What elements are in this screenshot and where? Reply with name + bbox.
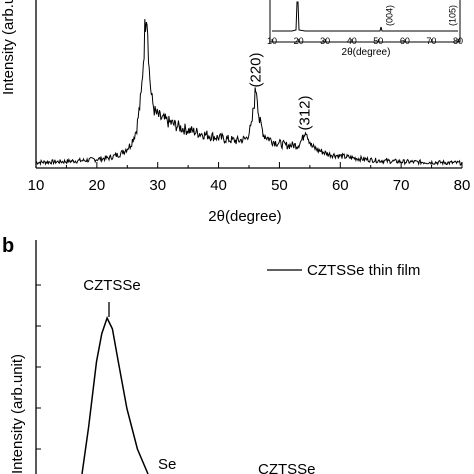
raman-spectrum-line xyxy=(81,316,149,474)
inset: 10 20 30 40 50 60 70 80 2θ(degree) (004) (105) xyxy=(267,0,463,58)
peak-label-czts: CZTSSe xyxy=(83,277,141,294)
x-tick-label-a: 60 xyxy=(332,177,349,194)
inset-peak-label: (004) xyxy=(385,5,395,26)
inset-x-axis-label: 2θ(degree) xyxy=(342,47,391,58)
x-tick-label-a: 50 xyxy=(271,177,288,194)
x-tick-label-a: 20 xyxy=(89,177,106,194)
inset-x-tick-label: 70 xyxy=(426,36,436,46)
x-axis-label-a: 2θ(degree) xyxy=(208,208,281,225)
y-axis-label-b: Intensity (arb.unit) xyxy=(9,354,26,474)
inset-x-tick-label: 10 xyxy=(267,36,277,46)
inset-frame xyxy=(269,0,461,43)
inset-peak-annotations: (004) (105) xyxy=(385,5,458,26)
x-tick-label-a: 40 xyxy=(210,177,227,194)
peak-label-a: (220) xyxy=(247,52,264,87)
inset-x-tick-label: 20 xyxy=(294,36,304,46)
peak-label-a: (312) xyxy=(297,95,314,130)
x-tick-label-a: 10 xyxy=(28,177,45,194)
x-tick-labels-a: 10 20 30 40 50 60 70 80 xyxy=(28,177,471,194)
x-tick-label-a: 70 xyxy=(393,177,410,194)
legend-label: CZTSSe thin film xyxy=(307,262,420,279)
y-axis-label-a: Intensity (arb.unit) xyxy=(0,0,17,95)
x-ticks-a xyxy=(35,162,463,168)
x-tick-label-a: 30 xyxy=(149,177,166,194)
inset-peak-label: (105) xyxy=(448,5,458,26)
x-tick-label-a: 80 xyxy=(454,177,471,194)
inset-x-tick-label: 40 xyxy=(347,36,357,46)
inset-x-tick-label: 50 xyxy=(373,36,383,46)
panel-b: b Intensity (arb.unit) CZTSSe thin film … xyxy=(2,235,420,474)
panel-b-label: b xyxy=(2,235,14,257)
panel-a: 10 20 30 40 50 60 70 80 2θ(degree) Intensity (a… xyxy=(0,0,470,225)
inset-pattern-line xyxy=(272,1,458,32)
inset-x-tick-label: 80 xyxy=(453,36,463,46)
peak-label-czts-2: CZTSSe xyxy=(258,461,316,474)
inset-x-tick-label: 60 xyxy=(400,36,410,46)
inset-x-tick-labels: 10 20 30 40 50 60 70 80 xyxy=(267,36,463,46)
peak-annotations-a: (220) (312) xyxy=(247,52,313,130)
xrd-pattern-line xyxy=(35,19,463,167)
y-ticks-b xyxy=(36,284,41,450)
peak-label-se: Se xyxy=(158,456,176,473)
inset-x-tick-label: 30 xyxy=(320,36,330,46)
